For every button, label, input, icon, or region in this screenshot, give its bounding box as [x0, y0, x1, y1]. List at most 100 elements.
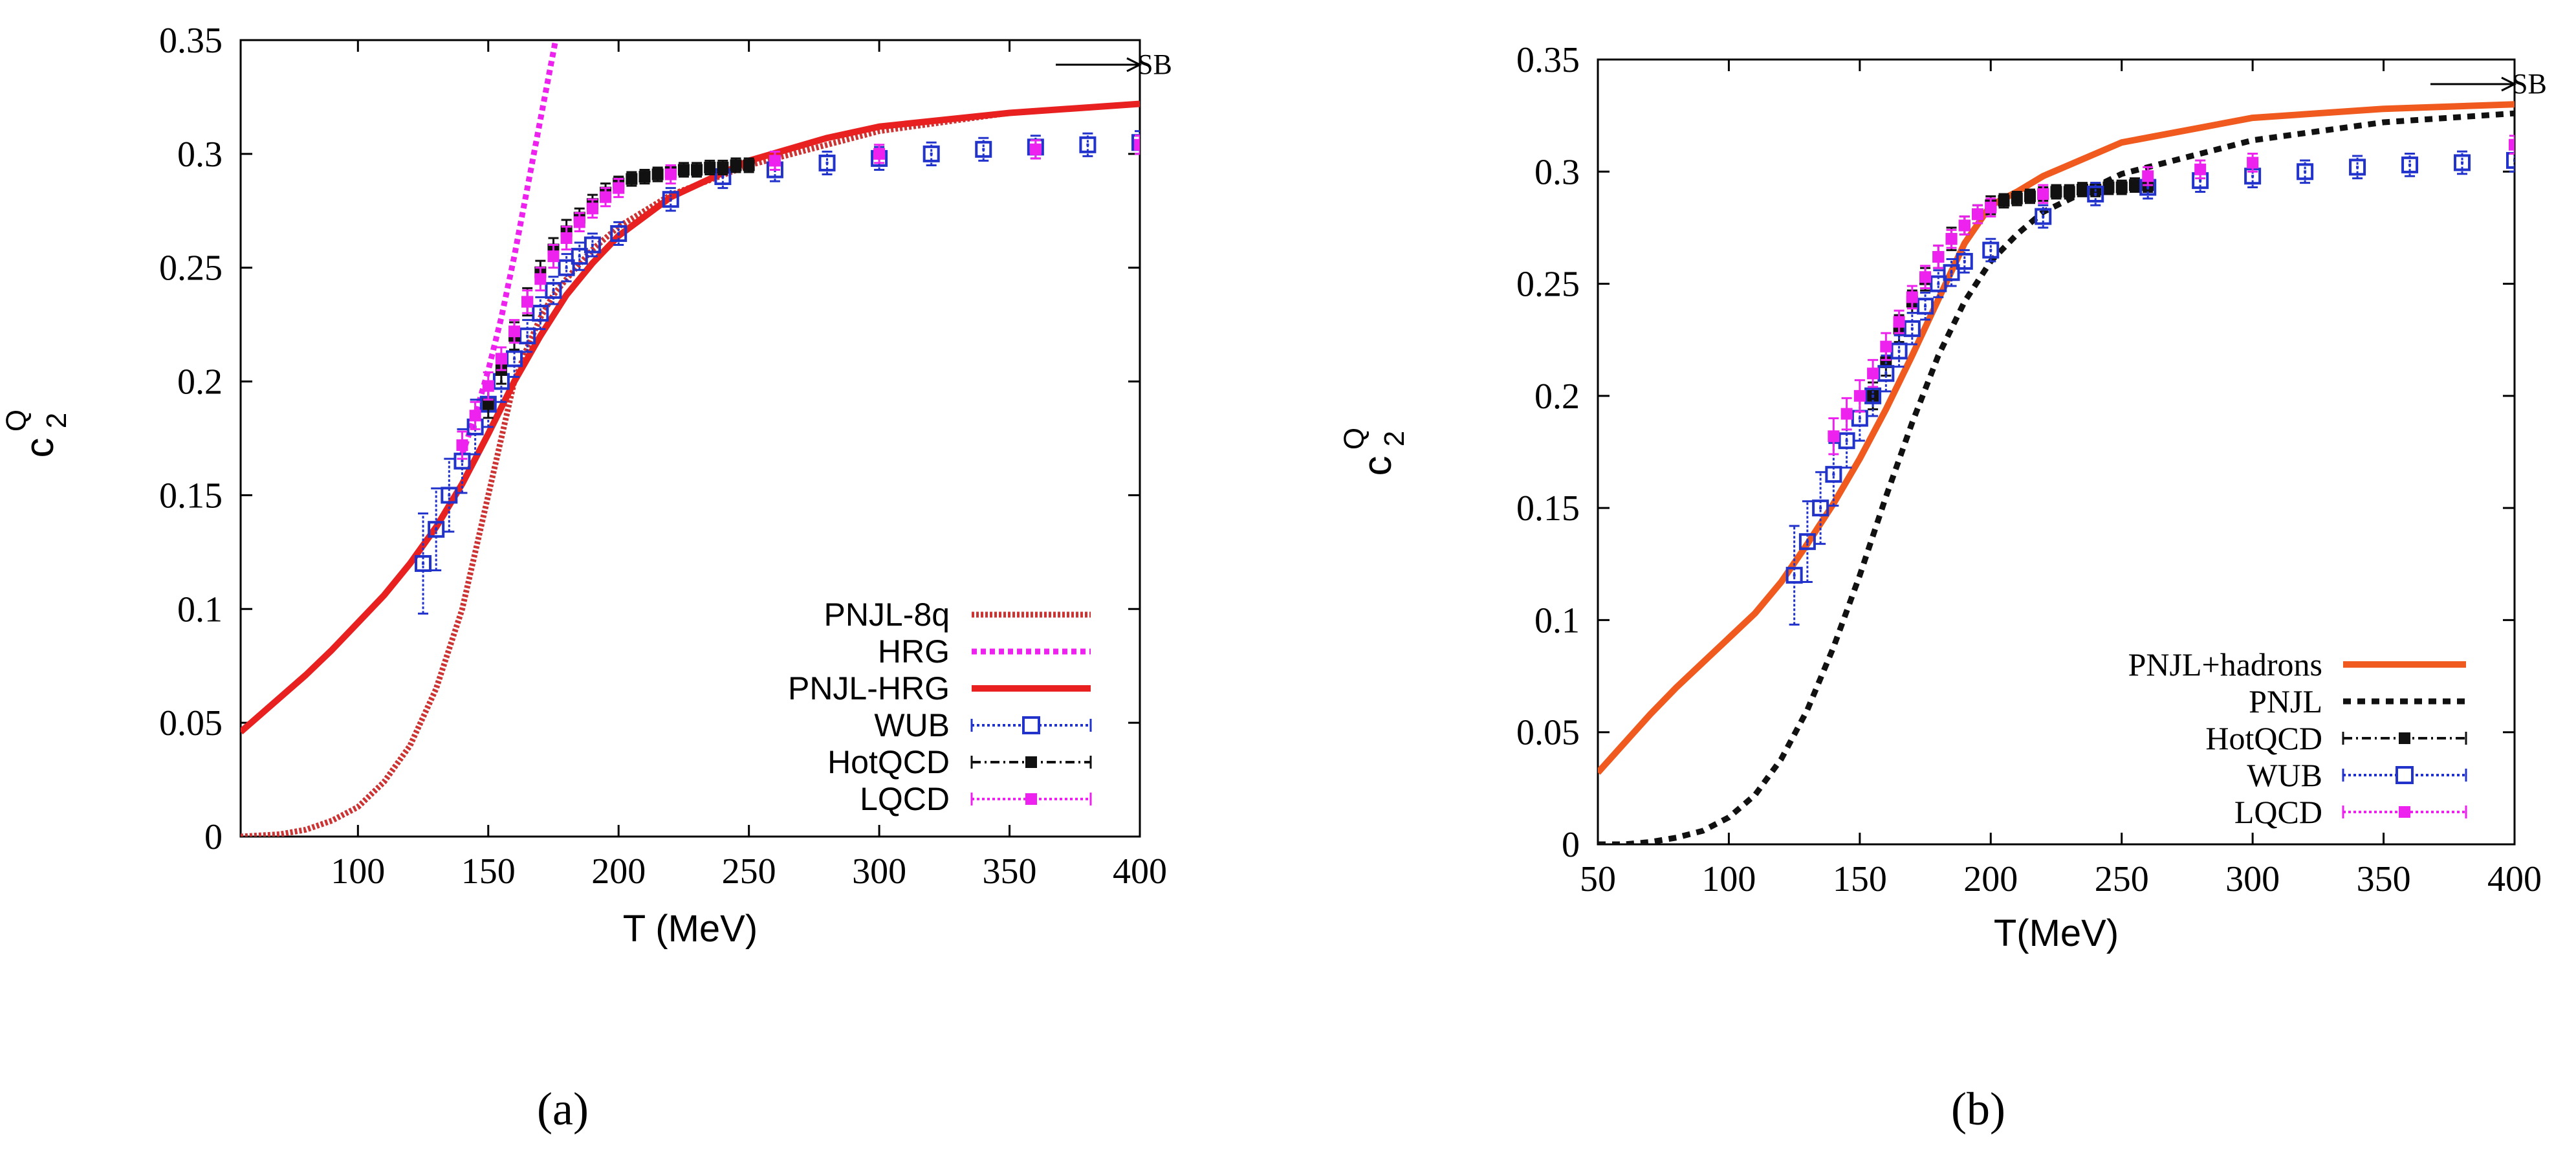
legend-label-pnjl: PNJL — [2249, 683, 2322, 719]
data-point-hotqcd — [2128, 179, 2141, 192]
data-point-center-wub — [2146, 186, 2150, 189]
data-point-wub — [545, 281, 562, 299]
legend-label-lqcd: LQCD — [860, 781, 950, 817]
data-point-lqcd — [1985, 201, 1997, 214]
legend-label-wub: WUB — [2247, 757, 2322, 793]
data-point-lqcd — [560, 232, 573, 244]
data-point-center-wub — [2408, 163, 2412, 166]
data-point-center-wub — [2251, 175, 2254, 178]
data-point-lqcd — [1880, 340, 1892, 353]
data-point-lqcd — [547, 250, 560, 263]
data-point-wub — [1785, 567, 1803, 584]
data-point-hotqcd — [651, 168, 664, 181]
data-point-wub — [1877, 365, 1895, 382]
data-point-lqcd — [1134, 138, 1140, 151]
data-point-hotqcd — [2076, 184, 2088, 196]
data-point-wub — [558, 259, 575, 276]
y-axis-label-main: c — [17, 438, 62, 458]
y-tick-label: 0.2 — [1534, 377, 1580, 417]
chart-panel-b: 50 100 150 200 250 300 350 400 0 0.05 0.1 0.15 0.2 0.… — [1338, 40, 2547, 954]
legend-label-pnjl-hadrons: PNJL+hadrons — [2128, 646, 2322, 683]
data-point-center-wub — [448, 494, 451, 497]
data-point-center-wub — [930, 152, 933, 155]
data-point-center-wub — [2304, 170, 2307, 173]
legend-label-wub: WUB — [874, 707, 950, 743]
data-point-center-wub — [669, 198, 672, 201]
data-point-wub — [1943, 264, 1960, 281]
legend-label-hotqcd: HotQCD — [2205, 720, 2322, 756]
sb-label: SB — [1137, 49, 1172, 80]
data-point-center-wub — [513, 357, 516, 360]
data-point-wub — [1903, 320, 1921, 337]
x-tick-label: 250 — [2095, 859, 2149, 899]
y-tick-label: 0.25 — [1516, 265, 1580, 305]
x-tick-label: 100 — [1701, 859, 1756, 899]
data-point-wub — [818, 154, 836, 171]
data-point-center-wub — [982, 148, 985, 151]
y-tick-label: 0 — [204, 817, 223, 857]
x-tick-label: 250 — [722, 851, 776, 892]
data-point-hotqcd — [2011, 192, 2023, 204]
data-point-lqcd — [573, 216, 585, 228]
data-point-center-wub — [552, 289, 555, 292]
data-point-lqcd — [456, 439, 468, 452]
data-point-lqcd — [495, 353, 507, 365]
data-point-center-wub — [1806, 540, 1809, 543]
data-point-center-wub — [721, 175, 725, 179]
data-point-center-wub — [1086, 143, 1089, 146]
data-point-wub — [441, 487, 458, 504]
data-point-wub — [2349, 159, 2366, 176]
data-point-wub — [662, 191, 679, 208]
data-point-wub — [2506, 151, 2515, 169]
data-point-hotqcd — [691, 164, 703, 176]
data-point-lqcd — [2247, 157, 2259, 169]
data-point-wub — [975, 140, 992, 158]
legend-marker-wub — [1022, 716, 1040, 734]
data-point-lqcd — [769, 155, 781, 167]
data-point-lqcd — [2142, 170, 2154, 182]
data-point-hotqcd — [626, 173, 638, 185]
x-tick-label: 150 — [461, 851, 516, 892]
y-axis-label-sup: Q — [1338, 428, 1370, 450]
data-point-center-wub — [422, 562, 425, 565]
data-point-center-wub — [2199, 179, 2202, 182]
legend-marker-lqcd — [1025, 793, 1037, 805]
data-point-hotqcd — [1998, 195, 2010, 207]
x-tick-label: 50 — [1580, 859, 1616, 899]
x-tick-label: 400 — [2487, 859, 2542, 899]
data-point-center-wub — [1937, 282, 1940, 285]
x-tick-label: 300 — [852, 851, 906, 892]
data-point-wub — [584, 236, 601, 254]
data-point-center-wub — [578, 255, 581, 258]
data-point-center-wub — [825, 161, 829, 164]
data-point-hotqcd — [2063, 186, 2075, 198]
data-point-lqcd — [1029, 143, 1042, 155]
legend-label-hotqcd: HotQCD — [827, 744, 950, 780]
y-axis-label: c 2Q — [1, 410, 72, 458]
data-point-wub — [610, 225, 628, 242]
data-point-center-wub — [1872, 394, 1875, 397]
data-point-hotqcd — [482, 398, 494, 410]
data-point-wub — [1956, 252, 1973, 270]
data-point-wub — [1982, 241, 2000, 259]
y-tick-label: 0.3 — [1534, 152, 1580, 192]
data-point-center-wub — [1924, 305, 1927, 308]
legend-marker-hotqcd — [1025, 756, 1037, 768]
data-point-center-wub — [1963, 259, 1966, 263]
series-line-pnjl — [1598, 110, 2515, 844]
data-point-wub — [1930, 275, 1947, 292]
data-point-center-wub — [1950, 271, 1953, 274]
data-point-wub — [415, 554, 432, 572]
figure-label-b: (b) — [1951, 1083, 2005, 1135]
x-axis-label: T (MeV) — [623, 908, 758, 950]
series-line-pnjl-hadrons — [1598, 101, 2515, 775]
data-point-center-wub — [2461, 161, 2464, 164]
legend-marker-wub — [2396, 766, 2414, 784]
y-tick-label: 0 — [1562, 825, 1580, 865]
data-point-center-wub — [539, 312, 542, 315]
y-tick-label: 0.15 — [1516, 488, 1580, 529]
x-tick-label: 300 — [2225, 859, 2280, 899]
data-point-wub — [519, 327, 536, 345]
x-tick-label: 350 — [2357, 859, 2411, 899]
